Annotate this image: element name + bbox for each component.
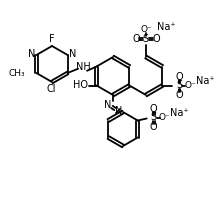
Text: NH: NH — [76, 62, 90, 72]
Text: Na⁺: Na⁺ — [170, 108, 189, 118]
Text: O⁻: O⁻ — [185, 81, 196, 90]
Text: O⁻: O⁻ — [159, 113, 171, 122]
Text: CH₃: CH₃ — [9, 70, 25, 78]
Text: Cl: Cl — [46, 84, 56, 94]
Text: O: O — [176, 71, 183, 81]
Text: O: O — [152, 34, 160, 44]
Text: O: O — [150, 103, 157, 113]
Text: S: S — [151, 113, 157, 122]
Text: O⁻: O⁻ — [140, 25, 152, 35]
Text: HO: HO — [73, 81, 88, 91]
Text: O: O — [176, 89, 183, 100]
Text: N: N — [69, 49, 76, 59]
Text: S: S — [176, 81, 182, 91]
Text: O: O — [150, 121, 157, 132]
Text: N: N — [115, 106, 123, 116]
Text: Na⁺: Na⁺ — [196, 76, 215, 86]
Text: N: N — [28, 49, 35, 59]
Text: N: N — [104, 100, 112, 110]
Text: S: S — [143, 34, 149, 44]
Text: F: F — [49, 35, 55, 44]
Text: O: O — [132, 34, 140, 44]
Text: Na⁺: Na⁺ — [157, 22, 175, 32]
